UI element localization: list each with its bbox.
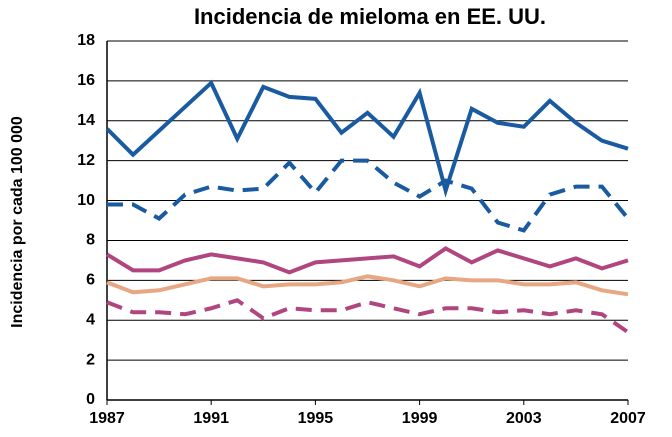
- x-tick-label: 2007: [610, 410, 646, 427]
- y-tick-label: 0: [86, 391, 95, 408]
- chart-title: Incidencia de mieloma en EE. UU.: [194, 4, 546, 29]
- series-line: [105, 246, 629, 275]
- series-line: [106, 298, 630, 334]
- x-tick-label: 1991: [193, 410, 229, 427]
- y-tick-label: 6: [86, 272, 95, 289]
- y-tick-label: 16: [77, 72, 95, 89]
- y-axis-label: Incidencia por cada 100 000: [9, 116, 26, 328]
- x-tick-label: 1987: [89, 410, 125, 427]
- y-tick-label: 8: [86, 232, 95, 249]
- series-line: [105, 79, 629, 198]
- x-tick-label: 1999: [402, 410, 438, 427]
- y-tick-label: 2: [86, 351, 95, 368]
- y-tick-label: 4: [86, 311, 95, 328]
- y-tick-label: 10: [77, 192, 95, 209]
- y-tick-label: 18: [77, 32, 95, 49]
- series-line: [107, 158, 630, 233]
- y-tick-label: 14: [77, 112, 95, 129]
- y-tick-label: 12: [77, 152, 95, 169]
- x-tick-label: 2003: [506, 410, 542, 427]
- series-line: [106, 274, 629, 297]
- x-tick-label: 1995: [298, 410, 334, 427]
